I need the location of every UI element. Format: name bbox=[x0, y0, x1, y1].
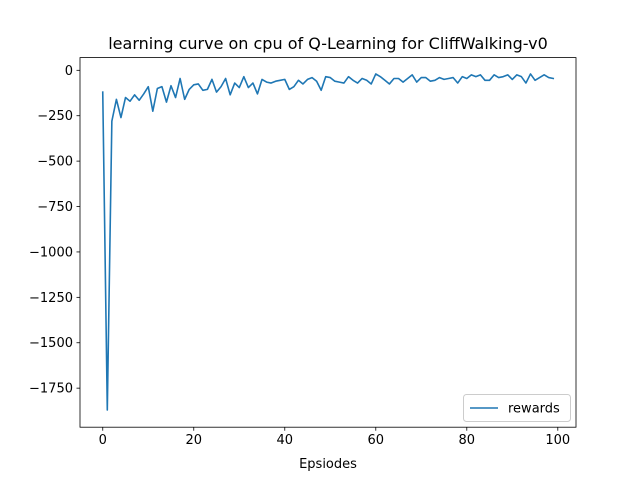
y-tick-label: −1750 bbox=[29, 382, 73, 397]
y-tick-label: −750 bbox=[37, 200, 73, 215]
y-tick-label: −1000 bbox=[29, 245, 73, 260]
y-tick-label: −250 bbox=[37, 109, 73, 124]
x-tick-label: 60 bbox=[368, 433, 385, 448]
y-tick-label: −500 bbox=[37, 155, 73, 170]
x-tick-label: 40 bbox=[276, 433, 293, 448]
series-line-rewards bbox=[101, 73, 555, 411]
series-layer bbox=[101, 73, 555, 411]
plot-area bbox=[79, 57, 577, 428]
x-tick-label: 0 bbox=[99, 433, 107, 448]
chart-title: learning curve on cpu of Q-Learning for … bbox=[108, 34, 548, 53]
x-axis-label: Epsiodes bbox=[299, 457, 357, 472]
x-tick-label: 20 bbox=[185, 433, 202, 448]
x-tick-label: 100 bbox=[545, 433, 570, 448]
x-axis: 0 20 40 60 80 100 bbox=[99, 427, 570, 448]
y-tick-label: −1250 bbox=[29, 291, 73, 306]
legend-label-rewards: rewards bbox=[508, 402, 560, 417]
y-tick-label: −1500 bbox=[29, 336, 73, 351]
y-tick-label: 0 bbox=[65, 64, 73, 79]
y-axis: 0 −250 −500 −750 −1000 −1250 −1500 −1750 bbox=[29, 64, 80, 397]
axes-frame bbox=[79, 57, 577, 428]
legend: rewards bbox=[463, 394, 571, 422]
legend-box bbox=[463, 394, 571, 422]
x-tick-label: 80 bbox=[459, 433, 476, 448]
